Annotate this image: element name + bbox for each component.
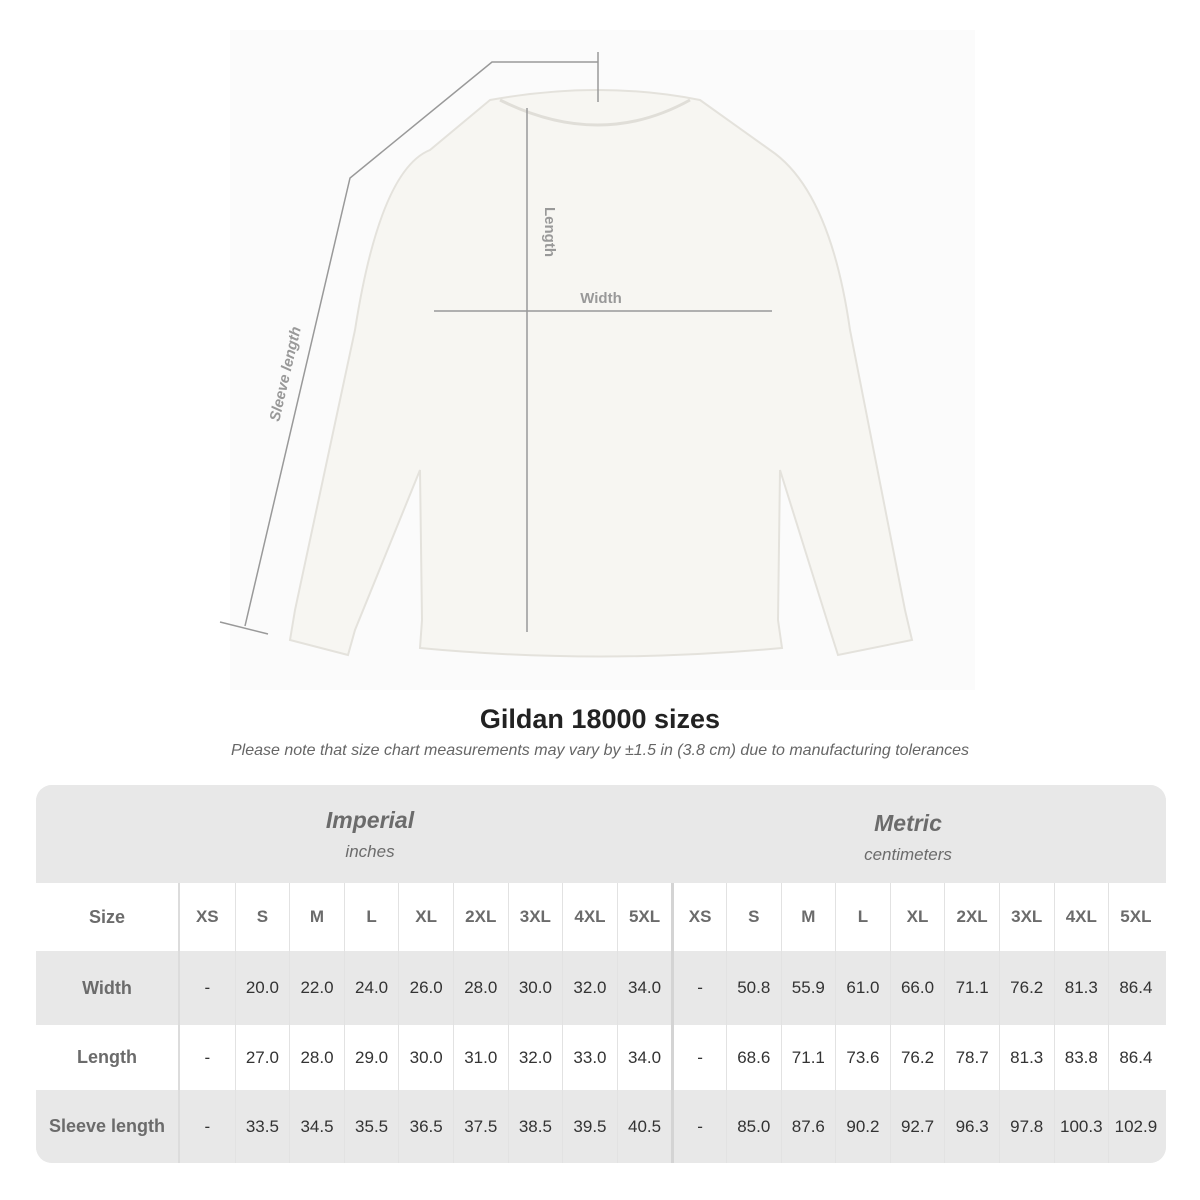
measure-lines xyxy=(219,52,772,635)
table-cell: 87.6 xyxy=(780,1090,836,1163)
table-cell: 33.0 xyxy=(562,1025,617,1090)
table-cell: 4XL xyxy=(562,883,617,951)
table-cell: 30.0 xyxy=(398,1025,453,1090)
table-cell: 2XL xyxy=(944,883,999,951)
table-cell: 100.3 xyxy=(1053,1090,1109,1163)
table-cell: M xyxy=(289,883,344,951)
table-cell: XL xyxy=(889,883,945,951)
tolerance-note: Please note that size chart measurements… xyxy=(230,742,970,759)
table-cell: 71.1 xyxy=(780,1025,836,1090)
table-cell: 3XL xyxy=(507,883,563,951)
row-label: Length xyxy=(36,1025,180,1090)
table-cell: 71.1 xyxy=(944,951,999,1025)
size-table: Imperial inches Metric centimeters Size X… xyxy=(36,785,1166,1163)
table-cell: 73.6 xyxy=(835,1025,890,1090)
table-cell: - xyxy=(204,1047,211,1067)
table-cell: 86.4 xyxy=(1108,951,1163,1025)
table-cell: - xyxy=(671,951,726,1025)
metric-unit: centimeters xyxy=(864,845,952,864)
table-cell: 92.7 xyxy=(889,1090,945,1163)
table-row: Length -27.0 28.0 29.0 30.0 31.0 32.0 33.0 34.0-… xyxy=(36,1025,1166,1090)
table-cell: 38.5 xyxy=(507,1090,563,1163)
table-cell: 28.0 xyxy=(452,951,508,1025)
table-cell: 22.0 xyxy=(289,951,344,1025)
table-cell: 96.3 xyxy=(944,1090,999,1163)
table-cell: 39.5 xyxy=(562,1090,617,1163)
table-row: Width -20.0 22.0 24.0 26.0 28.0 30.0 32.0 34.0-5… xyxy=(36,951,1166,1025)
metric-group: Metric centimeters xyxy=(672,810,1144,865)
table-cell: 66.0 xyxy=(889,951,945,1025)
table-cell: 2XL xyxy=(452,883,508,951)
table-cell: 81.3 xyxy=(1053,951,1109,1025)
table-cell: 36.5 xyxy=(398,1090,453,1163)
table-cell: 4XL xyxy=(1053,883,1109,951)
table-cell: M xyxy=(780,883,836,951)
table-cell: L xyxy=(343,883,399,951)
table-cell: XS xyxy=(671,883,726,951)
imperial-group: Imperial inches xyxy=(180,807,560,862)
table-cell: 33.5 xyxy=(234,1090,290,1163)
table-row: Sleeve length - 33.5 34.5 35.5 36.5 37.5 38.5 39… xyxy=(36,1090,1166,1163)
table-cell: - xyxy=(671,1090,726,1163)
table-cell: 68.6 xyxy=(725,1025,781,1090)
length-label: Length xyxy=(541,207,558,257)
table-cell: 5XL xyxy=(616,883,672,951)
metric-heading: Metric xyxy=(874,810,942,836)
row-label: Width xyxy=(36,951,180,1025)
table-cell: 32.0 xyxy=(562,951,617,1025)
unit-header-band: Imperial inches Metric centimeters xyxy=(36,785,1166,883)
table-cell: 20.0 xyxy=(234,951,290,1025)
width-label: Width xyxy=(580,290,622,307)
row-label: Sleeve length xyxy=(36,1090,180,1163)
table-cell: XS xyxy=(195,907,219,926)
table-cell: 34.0 xyxy=(616,951,672,1025)
table-cell: 86.4 xyxy=(1108,1025,1163,1090)
table-cell: 29.0 xyxy=(343,1025,399,1090)
table-cell: 97.8 xyxy=(998,1090,1054,1163)
table-cell: 61.0 xyxy=(835,951,890,1025)
table-cell: 34.0 xyxy=(616,1025,672,1090)
table-cell: 81.3 xyxy=(998,1025,1054,1090)
sweatshirt-image xyxy=(288,89,914,658)
table-cell: 55.9 xyxy=(780,951,836,1025)
table-cell: 76.2 xyxy=(889,1025,945,1090)
table-cell: 50.8 xyxy=(725,951,781,1025)
imperial-heading: Imperial xyxy=(325,807,415,833)
table-cell: 32.0 xyxy=(507,1025,563,1090)
table-cell: 85.0 xyxy=(725,1090,781,1163)
table-cell: 40.5 xyxy=(616,1090,672,1163)
table-cell: S xyxy=(725,883,781,951)
table-cell: 78.7 xyxy=(944,1025,999,1090)
table-cell: XL xyxy=(398,883,453,951)
table-cell: 3XL xyxy=(998,883,1054,951)
table-cell: 83.8 xyxy=(1053,1025,1109,1090)
table-cell: 35.5 xyxy=(343,1090,399,1163)
table-cell: 31.0 xyxy=(452,1025,508,1090)
table-cell: 26.0 xyxy=(398,951,453,1025)
table-cell: 27.0 xyxy=(234,1025,290,1090)
table-cell: 76.2 xyxy=(998,951,1054,1025)
sweatshirt-diagram: Length Width Sleeve length xyxy=(219,52,914,658)
imperial-unit: inches xyxy=(345,842,395,861)
table-cell: - xyxy=(671,1025,726,1090)
table-cell: 90.2 xyxy=(835,1090,890,1163)
row-label: Size xyxy=(36,883,180,951)
table-cell: L xyxy=(835,883,890,951)
table-cell: 37.5 xyxy=(452,1090,508,1163)
size-header-row: Size XS S M L XL 2XL 3XL 4XL 5XL XS S M L XL 2XL 3XL 4XL 5… xyxy=(36,883,1166,951)
table-cell: S xyxy=(234,883,290,951)
table-cell: 34.5 xyxy=(289,1090,344,1163)
table-cell: - xyxy=(204,978,211,997)
table-cell: 102.9 xyxy=(1108,1090,1163,1163)
sleeve-line xyxy=(244,61,598,627)
table-cell: 24.0 xyxy=(343,951,399,1025)
table-cell: 30.0 xyxy=(507,951,563,1025)
collar xyxy=(499,98,691,127)
table-cell: 5XL xyxy=(1108,883,1163,951)
table-cell: - xyxy=(204,1116,211,1136)
table-cell: 28.0 xyxy=(289,1025,344,1090)
page-title: Gildan 18000 sizes xyxy=(479,704,721,734)
